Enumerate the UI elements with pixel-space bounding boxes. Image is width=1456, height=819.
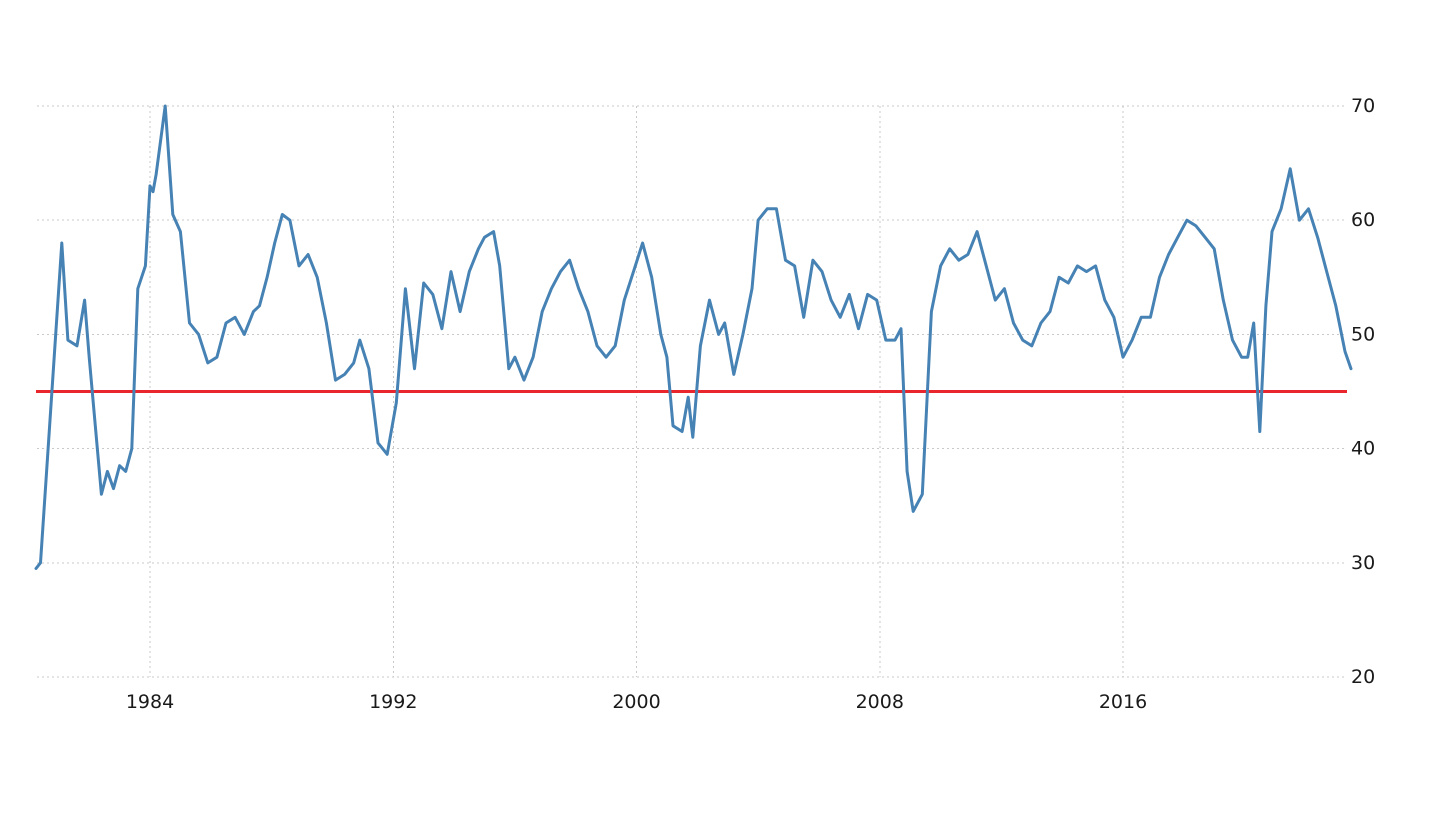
- series-group: [34, 104, 1353, 570]
- y-tick-label-30: 30: [1351, 552, 1375, 574]
- x-tick-label-1992: 1992: [369, 691, 417, 713]
- x-tick-label-2008: 2008: [856, 691, 904, 713]
- series-line-1: [34, 104, 1353, 570]
- y-tick-label-20: 20: [1351, 666, 1375, 688]
- y-tick-label-60: 60: [1351, 209, 1375, 231]
- x-tick-label-2000: 2000: [612, 691, 660, 713]
- y-tick-label-40: 40: [1351, 438, 1375, 460]
- y-tick-label-70: 70: [1351, 95, 1375, 117]
- y-axis-tick-labels: 20 30 40 50 60 70: [1351, 95, 1375, 688]
- y-tick-label-50: 50: [1351, 323, 1375, 345]
- x-axis-tick-labels: 1984 1992 2000 2008 2016: [126, 691, 1147, 713]
- x-tick-label-1984: 1984: [126, 691, 174, 713]
- x-tick-label-2016: 2016: [1099, 691, 1147, 713]
